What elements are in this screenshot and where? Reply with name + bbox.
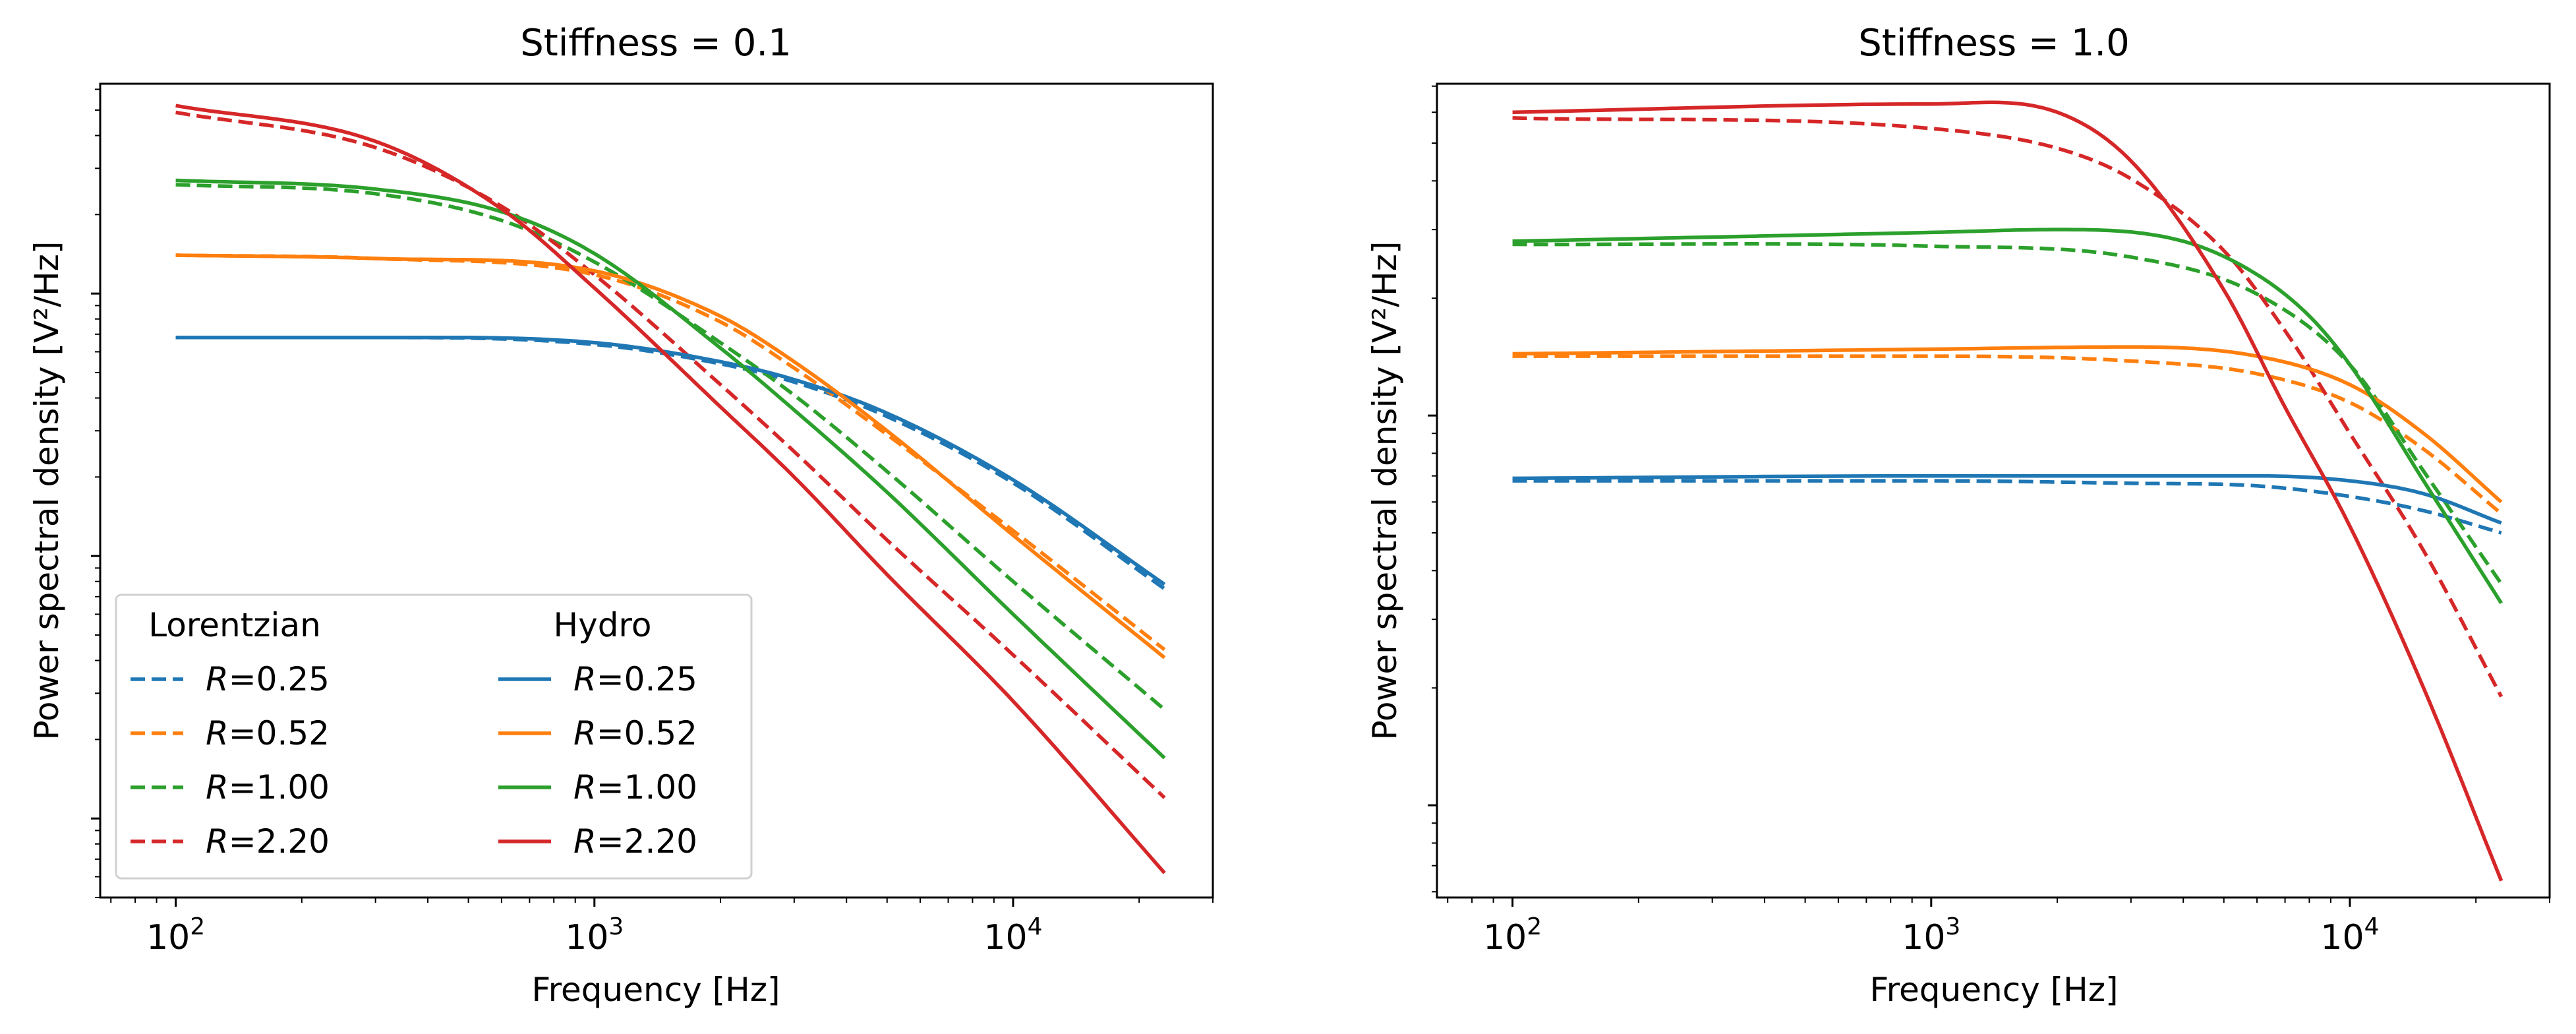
legend-label: R=0.52 (206, 714, 330, 752)
x-tick-label: 104 (2320, 913, 2379, 958)
series-line-lorentzian-r-2-20 (1512, 116, 2503, 698)
legend-label: R=1.00 (206, 768, 330, 806)
series-line-lorentzian-r-1-00 (1512, 242, 2503, 585)
series-line-hydro-r-2-20 (175, 104, 1166, 874)
series-line-hydro-r-1-00 (1512, 228, 2503, 605)
right-panel: Stiffness = 1.0 102 103 104 Frequency [Hz]… (1366, 22, 2551, 1009)
x-tick-label: 102 (146, 913, 205, 958)
right-x-axis-label: Frequency [Hz] (1869, 971, 2118, 1009)
left-y-ticks (91, 88, 100, 898)
series-line-lorentzian-r-0-52 (1512, 354, 2503, 516)
right-panel-title: Stiffness = 1.0 (1858, 22, 2130, 65)
left-x-axis-label: Frequency [Hz] (531, 971, 780, 1009)
series-line-lorentzian-r-2-20 (175, 110, 1166, 799)
legend-frame (115, 593, 753, 880)
legend: Lorentzian Hydro R=0.25 R=0.52 R=1.00 R=2.2… (115, 593, 753, 880)
x-tick-label: 103 (565, 913, 624, 958)
legend-entries: R=0.25 R=0.52 R=1.00 R=2.20 R=0.25 R=0.52 R=1.… (131, 660, 697, 861)
legend-label: R=0.25 (573, 660, 697, 698)
left-x-ticks: 102 103 104 (110, 897, 1214, 958)
x-tick-label: 102 (1483, 913, 1542, 958)
x-tick-label: 104 (983, 913, 1042, 958)
legend-label: R=0.25 (206, 660, 330, 698)
legend-label: R=0.52 (573, 714, 697, 752)
series-line-hydro-r-0-52 (1512, 345, 2503, 504)
left-y-axis-label: Power spectral density [V²/Hz] (28, 241, 66, 741)
series-line-hydro-r-0-25 (175, 335, 1166, 586)
right-plot-area (1436, 82, 2551, 899)
legend-title-hydro: Hydro (554, 606, 652, 644)
right-y-axis-label: Power spectral density [V²/Hz] (1366, 241, 1404, 741)
series-line-hydro-r-0-25 (1512, 473, 2502, 525)
right-x-ticks: 102 103 104 (1447, 897, 2550, 958)
left-panel: Stiffness = 0.1 102 103 104 Frequency [Hz]… (28, 22, 1214, 1009)
series-line-lorentzian-r-0-25 (1512, 479, 2502, 535)
series-line-lorentzian-r-1-00 (175, 183, 1166, 712)
legend-label: R=2.20 (573, 822, 697, 861)
legend-label: R=2.20 (206, 822, 330, 861)
x-tick-label: 103 (1902, 913, 1960, 958)
right-series-layer (1512, 100, 2503, 882)
series-line-hydro-r-0-52 (175, 253, 1166, 659)
right-y-ticks (1428, 85, 1437, 893)
legend-title-lorentzian: Lorentzian (148, 606, 321, 644)
left-panel-title: Stiffness = 0.1 (520, 22, 792, 65)
left-series-layer (175, 104, 1166, 874)
series-line-hydro-r-1-00 (175, 178, 1166, 760)
legend-label: R=1.00 (573, 768, 697, 806)
series-line-hydro-r-2-20 (1512, 100, 2503, 882)
